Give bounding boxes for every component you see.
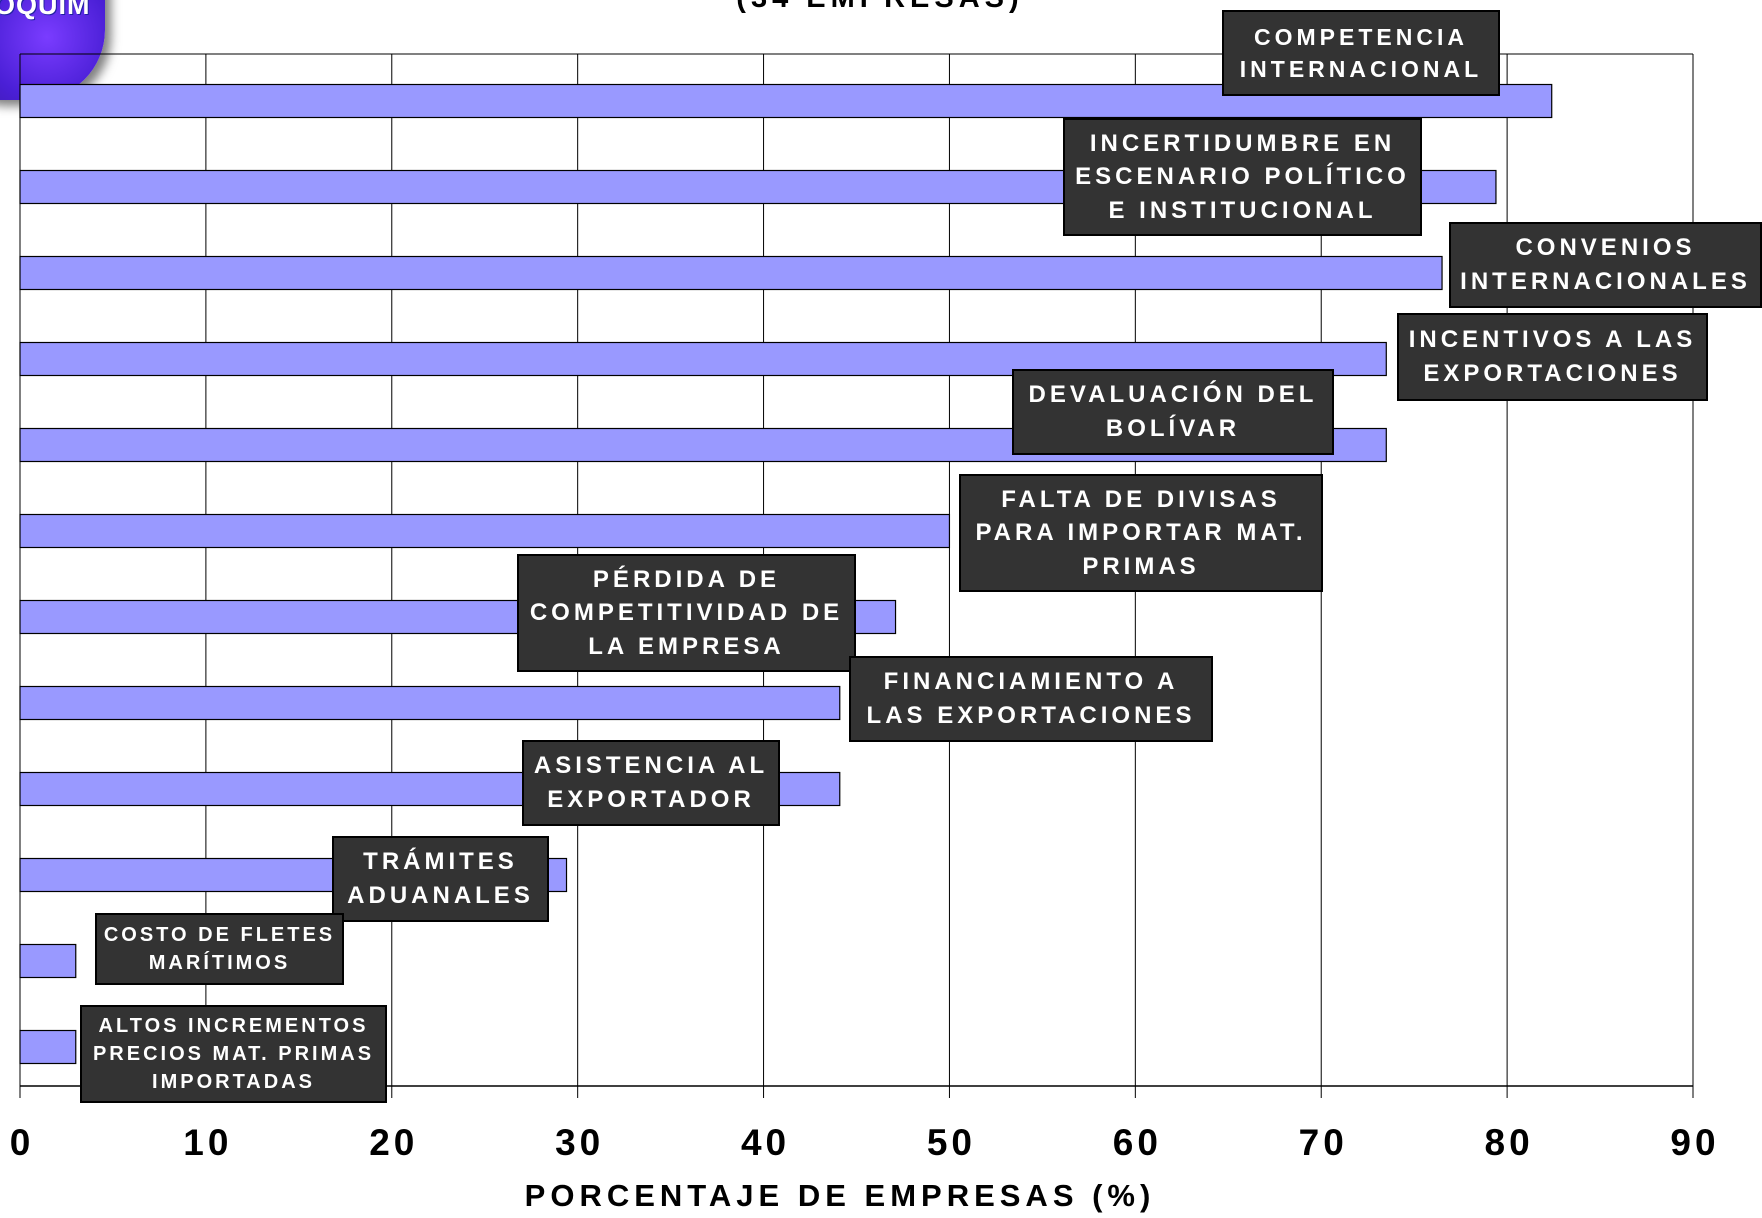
bar xyxy=(19,943,77,979)
bar-label: CONVENIOS INTERNACIONALES xyxy=(1449,222,1762,308)
bar-label: TRÁMITES ADUANALES xyxy=(332,836,549,922)
x-axis-label: PORCENTAJE DE EMPRESAS (%) xyxy=(524,1178,1156,1213)
bar-label: COMPETENCIA INTERNACIONAL xyxy=(1222,10,1500,96)
bar-label: INCENTIVOS A LAS EXPORTACIONES xyxy=(1397,313,1708,401)
logo-text: OQUIM xyxy=(0,0,91,20)
bar xyxy=(19,1029,77,1065)
x-tick-label: 60 xyxy=(1112,1122,1162,1163)
x-tick-label: 50 xyxy=(926,1122,977,1163)
bar-label: COSTO DE FLETES MARÍTIMOS xyxy=(95,913,344,985)
bar-label: FINANCIAMIENTO A LAS EXPORTACIONES xyxy=(849,656,1213,742)
x-tick-label: 40 xyxy=(740,1122,791,1163)
bar xyxy=(19,685,841,721)
bar-label: PÉRDIDA DE COMPETITIVIDAD DE LA EMPRESA xyxy=(517,554,856,672)
x-tick-label: 90 xyxy=(1670,1122,1720,1163)
chart-title: (34 EMPRESAS) xyxy=(660,0,1100,15)
x-tick-label: 80 xyxy=(1484,1122,1534,1163)
x-tick-label: 0 xyxy=(9,1122,35,1163)
bar xyxy=(19,255,1443,291)
logo: OQUIM xyxy=(0,0,105,100)
bar xyxy=(19,513,951,549)
x-tick-label: 10 xyxy=(183,1122,233,1163)
bar-label: DEVALUACIÓN DEL BOLÍVAR xyxy=(1012,369,1334,455)
x-tick-label: 20 xyxy=(369,1122,419,1163)
bar-label: INCERTIDUMBRE EN ESCENARIO POLÍTICO E IN… xyxy=(1063,118,1422,236)
x-tick-label: 70 xyxy=(1298,1122,1348,1163)
x-tick-label: 30 xyxy=(555,1122,605,1163)
bar-label: ALTOS INCREMENTOS PRECIOS MAT. PRIMAS IM… xyxy=(80,1005,387,1103)
bar-label: FALTA DE DIVISAS PARA IMPORTAR MAT. PRIM… xyxy=(959,474,1323,592)
bar-label: ASISTENCIA AL EXPORTADOR xyxy=(522,740,780,826)
